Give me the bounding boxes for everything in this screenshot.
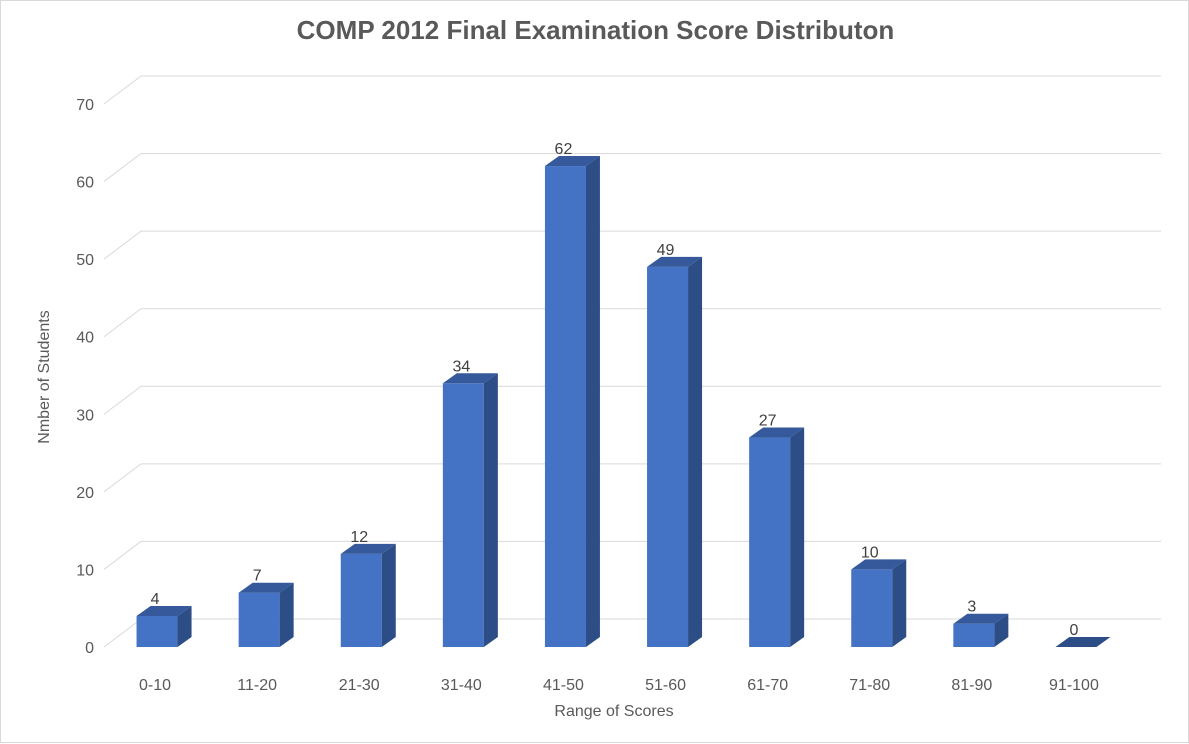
bar-21-30 xyxy=(340,543,396,647)
data-label: 4 xyxy=(151,591,160,608)
bar-top xyxy=(647,256,703,267)
y-tick-label: 50 xyxy=(76,252,94,269)
bar-front xyxy=(749,437,791,647)
bar-front xyxy=(544,166,586,648)
bar-front xyxy=(136,615,178,647)
x-tick-label: 71-80 xyxy=(849,677,890,694)
x-tick-label: 91-100 xyxy=(1049,677,1099,694)
y-tick-label: 0 xyxy=(85,640,94,657)
gridlines xyxy=(103,75,1161,648)
data-label: 34 xyxy=(452,358,470,375)
bar-0-10 xyxy=(136,605,192,647)
bar-91-100 xyxy=(1055,637,1111,647)
bar-top xyxy=(238,582,294,593)
chart-title: COMP 2012 Final Examination Score Distri… xyxy=(296,15,895,45)
x-tick-label: 11-20 xyxy=(237,677,277,694)
data-label: 12 xyxy=(350,529,368,546)
bar-front xyxy=(953,623,995,647)
y-tick-label: 20 xyxy=(76,485,94,502)
bar-81-90 xyxy=(953,613,1009,647)
bar-side xyxy=(177,605,192,647)
bar-top xyxy=(442,373,498,384)
y-tick-label: 30 xyxy=(76,407,94,424)
grid-diagonal xyxy=(103,308,142,338)
bar-top xyxy=(953,613,1009,624)
x-tick-label: 81-90 xyxy=(951,677,992,694)
y-tick-label: 60 xyxy=(76,175,94,192)
grid-diagonal xyxy=(103,618,142,648)
data-label: 0 xyxy=(1069,622,1078,639)
bar-top xyxy=(136,605,192,616)
grid-diagonal xyxy=(103,153,142,182)
bars xyxy=(136,156,1111,648)
bar-top xyxy=(1055,637,1111,647)
x-tick-label: 61-70 xyxy=(747,677,788,694)
bar-11-20 xyxy=(238,582,294,647)
bar-front xyxy=(442,383,484,647)
y-tick-labels: 0 10 20 30 40 50 60 70 xyxy=(76,97,94,657)
bar-side xyxy=(585,156,600,648)
bar-51-60 xyxy=(647,256,703,647)
bar-71-80 xyxy=(851,559,907,647)
x-tick-label: 0-10 xyxy=(139,677,171,694)
bar-top xyxy=(851,559,907,570)
bar-side xyxy=(381,543,396,647)
y-tick-label: 40 xyxy=(76,330,94,347)
grid-diagonal xyxy=(103,385,142,415)
bar-side xyxy=(279,582,294,647)
x-tick-label: 51-60 xyxy=(645,677,686,694)
bar-61-70 xyxy=(749,427,805,647)
data-label: 27 xyxy=(759,413,777,430)
grid-diagonal xyxy=(103,541,142,570)
bar-side xyxy=(892,559,907,647)
bar-side xyxy=(994,613,1009,647)
x-axis-label: Range of Scores xyxy=(554,703,674,720)
bar-top xyxy=(749,427,805,438)
grid-diagonal xyxy=(103,75,142,105)
x-tick-labels: 0-10 11-20 21-30 31-40 41-50 51-60 61-70 71-80 8… xyxy=(139,677,1099,694)
x-tick-label: 41-50 xyxy=(543,677,584,694)
y-tick-label: 10 xyxy=(76,562,94,579)
x-tick-label: 21-30 xyxy=(339,677,380,694)
data-label: 3 xyxy=(967,599,976,616)
grid-diagonal xyxy=(103,463,142,493)
bar-top xyxy=(340,543,396,554)
bar-top xyxy=(544,156,600,167)
bar-side xyxy=(483,373,498,647)
bar-front xyxy=(238,592,280,647)
bar-front xyxy=(851,569,893,647)
data-labels: 4 7 12 34 62 49 27 10 3 0 xyxy=(151,141,1079,639)
bar-front xyxy=(647,266,689,647)
data-label: 7 xyxy=(253,568,262,585)
data-label: 49 xyxy=(657,242,675,259)
y-tick-label: 70 xyxy=(76,97,94,114)
bar-side xyxy=(688,256,703,647)
bar-side xyxy=(790,427,805,647)
data-label: 10 xyxy=(861,544,879,561)
bar-front xyxy=(340,553,382,647)
grid-diagonal xyxy=(103,230,142,260)
data-label: 62 xyxy=(555,141,573,158)
bar-31-40 xyxy=(442,373,498,647)
bar-41-50 xyxy=(544,156,600,648)
x-tick-label: 31-40 xyxy=(441,677,482,694)
